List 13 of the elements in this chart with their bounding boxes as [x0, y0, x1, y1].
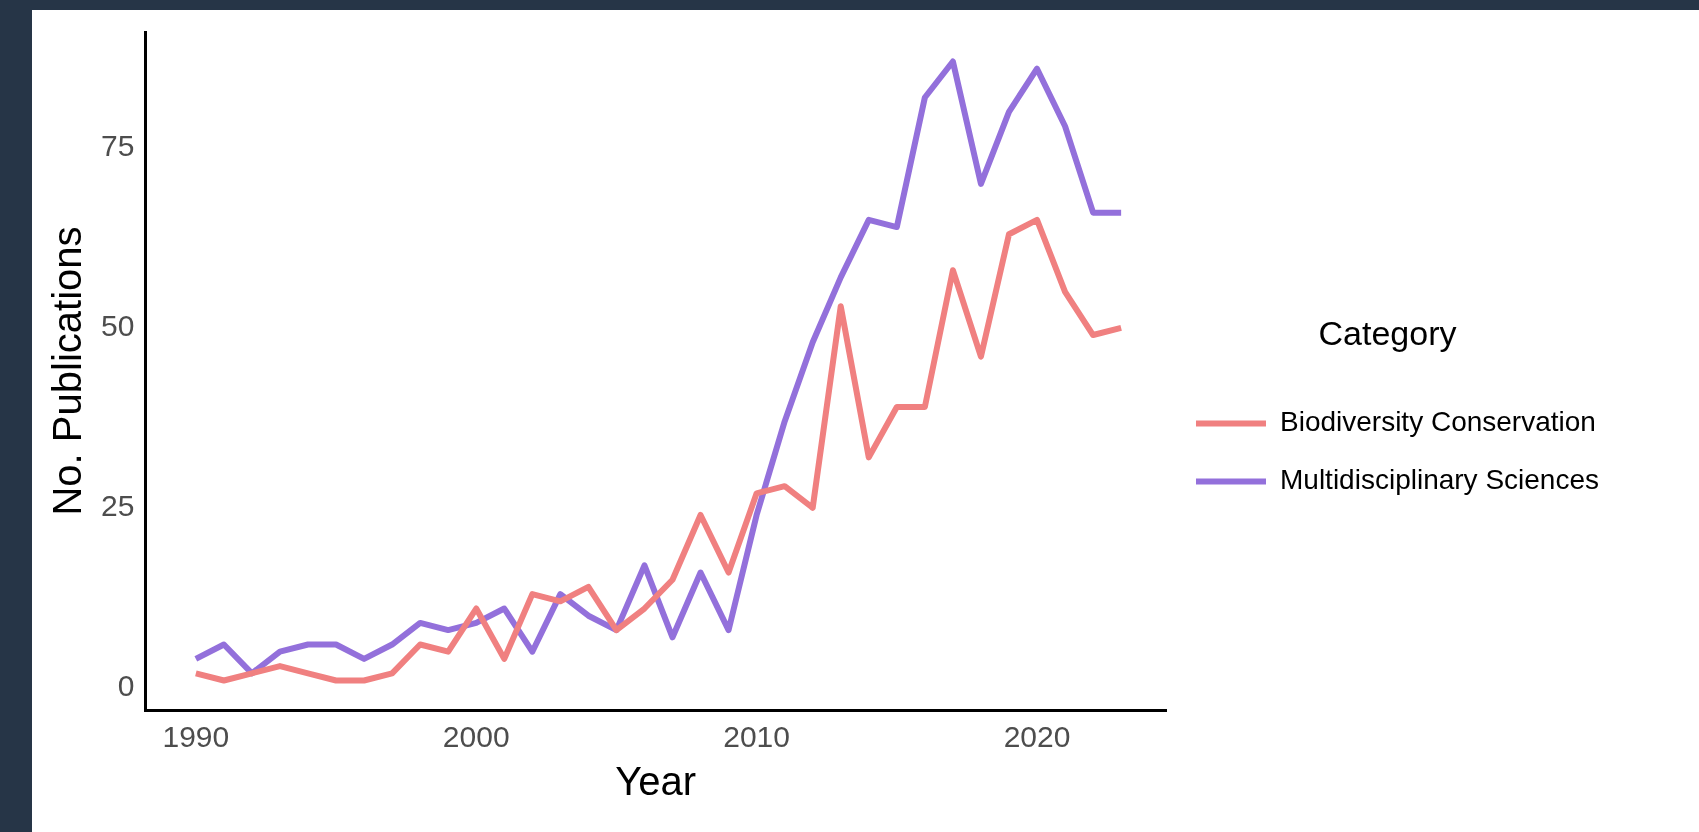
y-tick-label: 0 [117, 668, 135, 702]
x-tick-label: 2000 [442, 720, 510, 754]
legend-label: Multidisciplinary Sciences [1279, 464, 1600, 496]
y-tick-label: 25 [100, 489, 135, 523]
x-tick-label: 2010 [723, 720, 790, 754]
y-tick-label: 50 [100, 309, 135, 343]
x-tick-label: 2020 [1003, 720, 1071, 754]
legend-title: Category [1318, 313, 1457, 352]
legend-label: Biodiversity Conservation [1279, 406, 1596, 438]
x-tick-label: 1990 [162, 720, 230, 754]
x-axis-title: Year [615, 759, 697, 804]
y-axis-title: No. Publications [45, 226, 90, 516]
y-tick-label: 75 [100, 129, 135, 163]
